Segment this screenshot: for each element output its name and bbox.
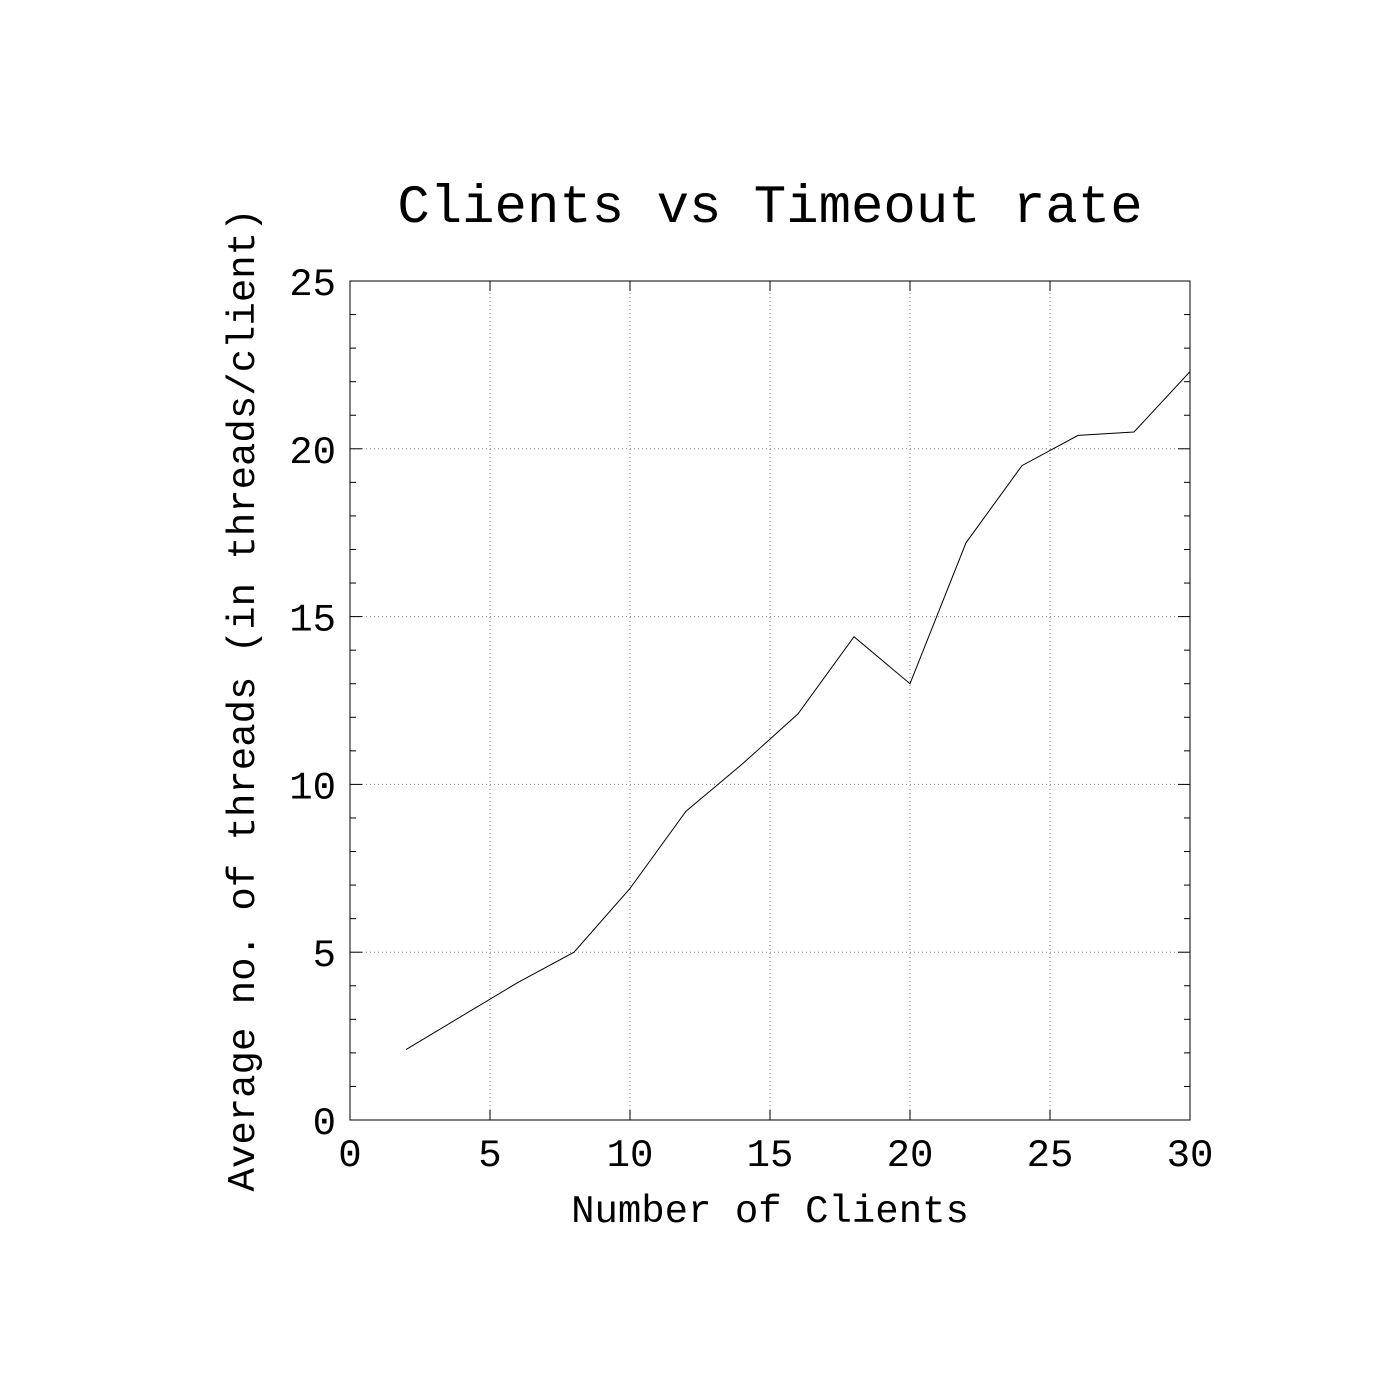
x-tick-label: 25 [1027,1134,1074,1178]
axis-ticks [349,280,1191,1121]
x-tick-label: 30 [1167,1134,1214,1178]
chart-title: Clients vs Timeout rate [397,178,1142,239]
series-line [405,371,1191,1050]
y-tick-label: 10 [289,766,336,810]
x-tick-label: 15 [747,1134,794,1178]
x-tick-label: 5 [478,1134,501,1178]
x-tick-label: 10 [607,1134,654,1178]
y-tick-label: 20 [289,431,336,475]
y-tick-label: 15 [289,599,336,643]
plot-frame [349,280,1191,1121]
grid-lines [350,281,1190,1120]
x-axis-label: Number of Clients [571,1190,969,1234]
x-tick-label: 20 [887,1134,934,1178]
tick-labels: 0 5 10 15 20 25 30 0 5 10 15 20 25 [289,263,1213,1178]
y-tick-label: 0 [313,1102,336,1146]
y-axis-label: Average no. of threads (in threads/clien… [222,209,266,1192]
y-tick-label: 5 [313,934,336,978]
x-tick-label: 0 [338,1134,361,1178]
y-tick-label: 25 [289,263,336,307]
series-layer [405,371,1191,1050]
